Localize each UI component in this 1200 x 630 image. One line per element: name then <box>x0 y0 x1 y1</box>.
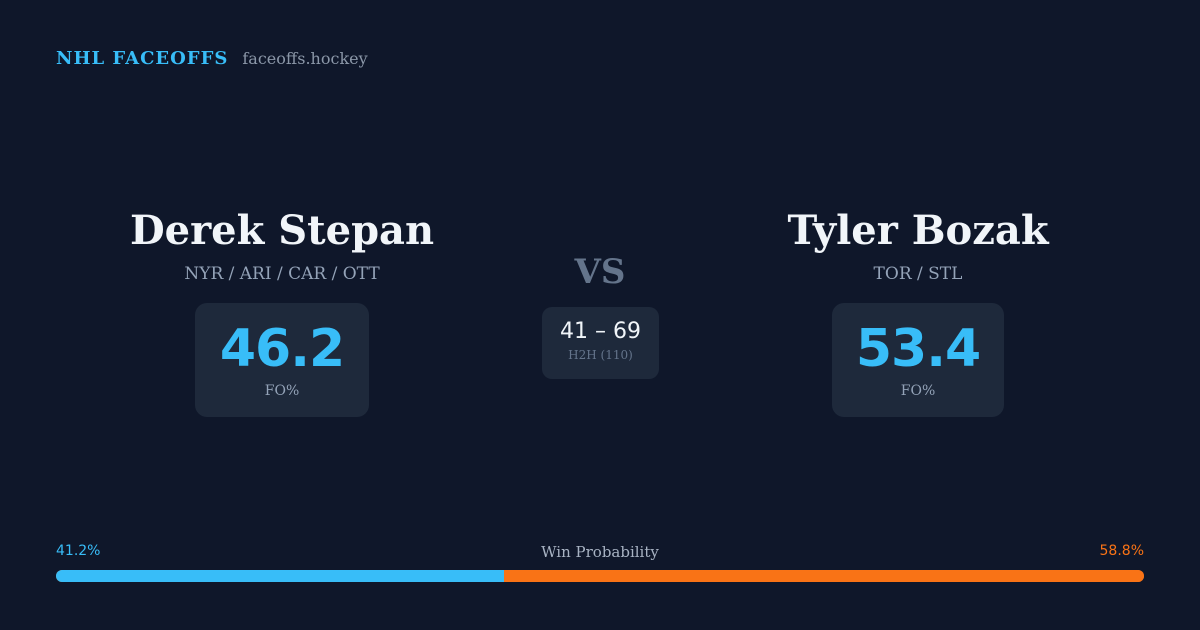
brand-header: NHL FACEOFFS faceoffs.hockey <box>56 48 368 69</box>
win-probability-labels: Win Probability 41.2% 58.8% <box>56 543 1144 563</box>
head-to-head-score: 41 – 69 <box>560 319 641 344</box>
faceoff-stat-card: 46.2 FO% <box>195 303 369 417</box>
win-probability-right: 58.8% <box>1099 543 1144 559</box>
vs-label: VS <box>574 252 626 292</box>
win-probability-left: 41.2% <box>56 543 101 559</box>
faceoff-label: FO% <box>264 383 300 399</box>
win-probability-fill-left <box>56 570 505 582</box>
faceoff-percentage: 46.2 <box>219 319 345 379</box>
head-to-head-card: 41 – 69 H2H (110) <box>542 307 659 379</box>
win-probability-title: Win Probability <box>541 543 659 561</box>
player-left: Derek Stepan NYR / ARI / CAR / OTT 46.2 … <box>72 205 492 417</box>
faceoff-percentage: 53.4 <box>855 319 981 379</box>
player-teams: TOR / STL <box>873 264 963 284</box>
head-to-head-label: H2H (110) <box>568 348 633 362</box>
win-probability-bar <box>56 570 1144 582</box>
brand-title: NHL FACEOFFS <box>56 48 229 69</box>
player-name: Tyler Bozak <box>787 207 1049 254</box>
brand-site: faceoffs.hockey <box>242 49 368 68</box>
win-probability-fill-right <box>504 570 1144 582</box>
faceoff-label: FO% <box>900 383 936 399</box>
player-teams: NYR / ARI / CAR / OTT <box>184 264 380 284</box>
faceoff-stat-card: 53.4 FO% <box>832 303 1004 417</box>
player-name: Derek Stepan <box>129 207 435 254</box>
player-right: Tyler Bozak TOR / STL 53.4 FO% <box>708 205 1128 417</box>
